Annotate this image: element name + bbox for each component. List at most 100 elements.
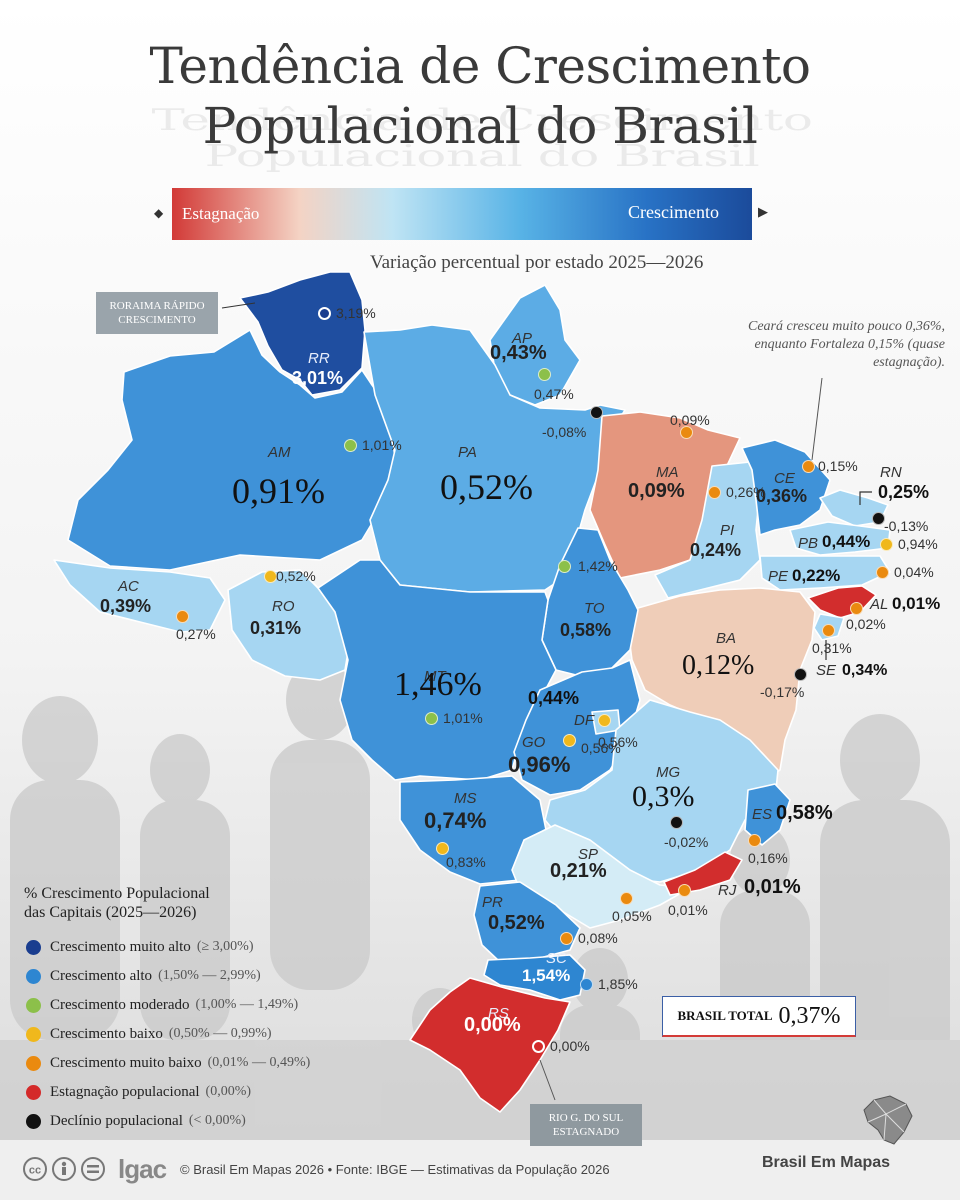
- legend-range: (< 0,00%): [188, 1113, 246, 1128]
- legend-dot: [26, 968, 41, 984]
- state-pct-mg: 0,3%: [632, 780, 695, 813]
- capital-value-ba: -0,17%: [760, 684, 805, 700]
- legend-dot: [26, 997, 41, 1013]
- capital-value-sp: 0,05%: [612, 908, 652, 924]
- state-abbr-al: AL: [870, 596, 889, 613]
- scale-left-marker-icon: ◆: [154, 206, 164, 220]
- state-pct-ac: 0,39%: [100, 596, 152, 616]
- state-pct-mt: 1,46%: [394, 666, 482, 703]
- capital-dot-mg: [670, 816, 683, 829]
- rs-callout-line: [539, 1059, 556, 1101]
- state-abbr-ma: MA: [656, 464, 679, 481]
- capital-value-ma: 0,09%: [670, 412, 710, 428]
- capital-dot-al: [850, 602, 863, 615]
- capital-dot-rs: [532, 1040, 545, 1053]
- capital-value-pi: 0,26%: [726, 484, 766, 500]
- capital-dot-to: [558, 560, 571, 573]
- state-pct-ce: 0,36%: [756, 486, 808, 506]
- state-sc: [483, 954, 586, 1001]
- map-subtitle: Variação percentual por estado 2025—2026: [370, 252, 704, 273]
- state-pct-pe: 0,22%: [792, 566, 841, 585]
- legend-range: (≥ 3,00%): [196, 939, 254, 954]
- capital-value-ms: 0,83%: [446, 854, 486, 870]
- state-abbr-es: ES: [752, 806, 773, 823]
- state-pct-ma: 0,09%: [628, 480, 685, 502]
- legend-item: Crescimento muito alto (≥ 3,00%): [26, 936, 253, 958]
- capital-dot-ms: [436, 842, 449, 855]
- ceara-note: Ceará cresceu muito pouco 0,36%, enquant…: [748, 319, 945, 370]
- capital-value-ce: 0,15%: [818, 458, 858, 474]
- title-shadow: Tendência de Crescimento Populacional do …: [151, 102, 813, 174]
- state-pct-sc: 1,54%: [522, 966, 571, 985]
- legend-dot: [26, 939, 41, 955]
- state-pct-rs: 0,00%: [464, 1014, 521, 1036]
- state-rs: [409, 977, 571, 1113]
- legend-dot: [26, 1084, 41, 1100]
- capital-dot-ce: [802, 460, 815, 473]
- capital-dot-sc: [580, 978, 593, 991]
- brand-name: Brasil Em Mapas: [762, 1154, 891, 1171]
- capital-dot-rn: [872, 512, 885, 525]
- state-abbr-mg: MG: [656, 764, 681, 781]
- legend-range: (0,01% — 0,49%): [207, 1055, 311, 1070]
- state-abbr-pi: PI: [720, 522, 735, 539]
- state-pct-sp: 0,21%: [550, 860, 607, 882]
- capital-value-mt: 1,01%: [443, 710, 483, 726]
- capital-dot-am: [344, 439, 357, 452]
- state-pa: [363, 324, 626, 593]
- capital-value-ac: 0,27%: [176, 626, 216, 642]
- state-pct-pb: 0,44%: [822, 532, 871, 551]
- state-abbr-ap: AP: [512, 330, 533, 347]
- capital-value-pa: -0,08%: [542, 424, 587, 440]
- capital-dot-df: [598, 714, 611, 727]
- legend-label: Crescimento muito baixo: [50, 1054, 202, 1071]
- capital-dot-ro: [264, 570, 277, 583]
- state-pct-pi: 0,24%: [690, 540, 742, 560]
- capital-dot-rj: [678, 884, 691, 897]
- state-abbr-rs: RS: [488, 1005, 509, 1022]
- state-es: [744, 783, 791, 846]
- capital-value-to: 1,42%: [578, 558, 618, 574]
- title-line-2: Populacional do Brasil: [202, 97, 758, 155]
- state-pct-es: 0,58%: [776, 802, 833, 824]
- legend-item: Crescimento alto (1,50% — 2,99%): [26, 965, 261, 987]
- legend-dot: [26, 1055, 41, 1071]
- title-line-1: Tendência de Crescimento: [149, 37, 811, 95]
- capital-dot-pa: [590, 406, 603, 419]
- legend-item: Crescimento moderado (1,00% — 1,49%): [26, 994, 298, 1016]
- state-abbr-rr: RR: [308, 350, 330, 367]
- state-ap: [489, 284, 581, 406]
- state-abbr-to: TO: [584, 600, 605, 617]
- capital-dot-mt: [425, 712, 438, 725]
- capital-dot-ba: [794, 668, 807, 681]
- state-al: [807, 585, 877, 619]
- legend-range: (0,50% — 0,99%): [168, 1026, 272, 1041]
- capital-dot-pe: [876, 566, 889, 579]
- capital-value-am: 1,01%: [362, 437, 402, 453]
- lgac-logo: lgac: [118, 1154, 167, 1184]
- rr-callout-line: [221, 302, 256, 309]
- state-abbr-rj: RJ: [718, 882, 737, 899]
- state-pct-to: 0,58%: [560, 620, 612, 640]
- state-pct-rn: 0,25%: [878, 482, 930, 502]
- capital-value-go: 0,56%: [581, 740, 621, 756]
- capital-value-pe: 0,04%: [894, 564, 934, 580]
- state-pe: [759, 555, 891, 591]
- capital-dot-ap: [538, 368, 551, 381]
- state-abbr-se: SE: [816, 662, 837, 679]
- legend-label: Estagnação populacional: [50, 1083, 200, 1100]
- brasil-total-label: BRASIL TOTAL: [677, 1008, 773, 1023]
- page-title: Tendência de Crescimento Populacional do…: [0, 36, 960, 156]
- state-pct-se: 0,34%: [842, 662, 888, 679]
- state-abbr-am: AM: [268, 444, 291, 461]
- creative-commons-icon: cc: [23, 1157, 105, 1181]
- state-abbr-pe: PE: [768, 568, 789, 585]
- footer-credit: © Brasil Em Mapas 2026 • Fonte: IBGE — E…: [180, 1162, 610, 1177]
- legend-range: (0,00%): [205, 1084, 252, 1099]
- capital-value-df: 0,56%: [598, 734, 638, 750]
- state-abbr-go: GO: [522, 734, 546, 751]
- state-pct-go: 0,96%: [508, 752, 571, 777]
- state-pct-ms: 0,74%: [424, 808, 487, 833]
- legend-range: (1,50% — 2,99%): [158, 968, 261, 983]
